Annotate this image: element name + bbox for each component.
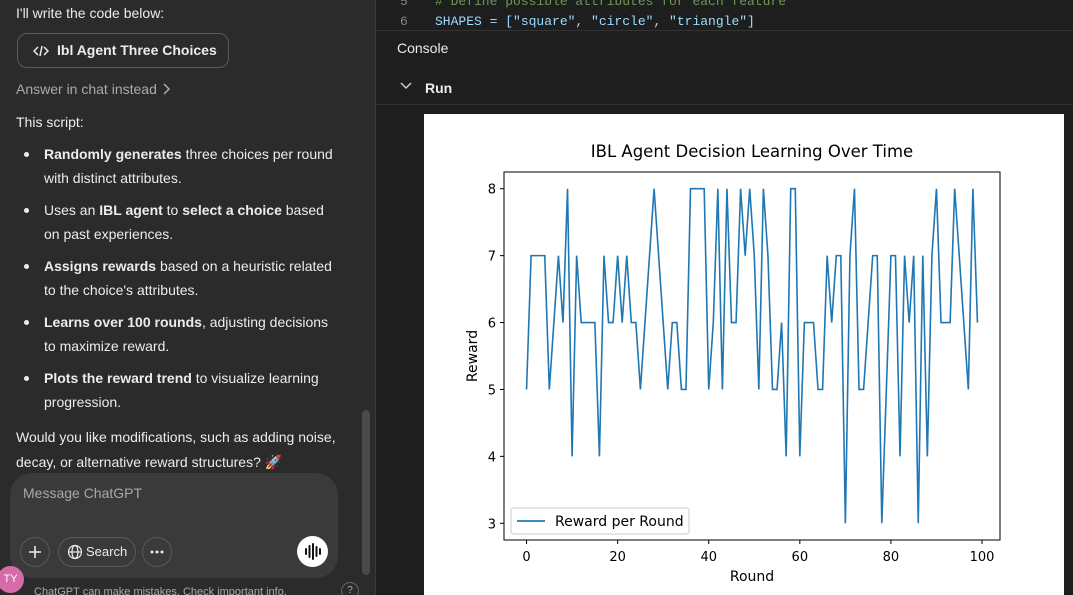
answer-link-text: Answer in chat instead xyxy=(16,81,157,97)
y-tick-label: 7 xyxy=(488,250,496,265)
bullet-text: Assigns rewards xyxy=(44,258,157,274)
question: Would you like modifications, such as ad… xyxy=(16,429,336,470)
avatar-initials: TY xyxy=(3,573,18,585)
y-axis-label: Reward xyxy=(465,330,481,382)
line-number: 6 xyxy=(400,14,408,29)
answer-link[interactable]: Answer in chat instead xyxy=(16,81,173,97)
canvas-button-label: Ibl Agent Three Choices xyxy=(57,42,217,58)
chart-title: IBL Agent Decision Learning Over Time xyxy=(591,142,913,161)
y-tick-label: 3 xyxy=(488,517,496,532)
voice-button[interactable] xyxy=(297,536,328,567)
code-line: SHAPES = ["square", "circle", "triangle"… xyxy=(435,14,755,29)
bullet-item: Learns over 100 rounds, adjusting decisi… xyxy=(16,310,336,358)
bullet-text: Uses an xyxy=(44,202,100,218)
disclaimer: ChatGPT can make mistakes. Check importa… xyxy=(34,586,287,595)
bullet-text: IBL agent xyxy=(99,202,163,218)
legend-label: Reward per Round xyxy=(555,514,684,530)
data-line xyxy=(525,187,979,524)
dots-icon xyxy=(150,550,164,554)
avatar[interactable]: TY xyxy=(0,566,24,593)
script-heading: This script: xyxy=(16,114,84,130)
bullet-text: select a choice xyxy=(182,202,282,218)
y-tick-label: 4 xyxy=(488,450,496,465)
y-tick-label: 5 xyxy=(488,383,496,398)
bullet-text: to xyxy=(162,202,183,218)
bullet-text: based on a heuristic related to the choi… xyxy=(44,258,332,298)
x-tick-label: 80 xyxy=(883,550,900,565)
help-label: ? xyxy=(347,585,353,595)
chat-panel: I'll write the code below: Ibl Agent Thr… xyxy=(0,0,375,595)
bullet-text: based on past experiences. xyxy=(44,202,324,242)
collapse-chevron xyxy=(400,82,412,90)
x-tick-label: 0 xyxy=(522,550,530,565)
bullet-item: Assigns rewards based on a heuristic rel… xyxy=(16,254,336,302)
plot-frame xyxy=(503,171,1001,541)
bullet-text: to visualize learning progression. xyxy=(44,370,319,410)
run-row[interactable]: Run xyxy=(376,68,1073,105)
bullet-item: Plots the reward trend to visualize lear… xyxy=(16,366,336,414)
x-axis-label: Round xyxy=(730,569,774,585)
search-label: Search xyxy=(86,544,128,559)
globe-icon xyxy=(67,544,83,560)
bullet-text: Plots the reward trend xyxy=(44,370,192,386)
console-tab[interactable]: Console xyxy=(397,40,449,56)
x-tick-label: 60 xyxy=(792,550,809,565)
add-button[interactable] xyxy=(20,537,50,567)
more-button[interactable] xyxy=(142,537,172,567)
voice-icon xyxy=(305,543,321,560)
help-button[interactable]: ? xyxy=(341,582,359,595)
run-label: Run xyxy=(425,80,453,96)
chevron xyxy=(163,83,170,95)
x-tick-label: 40 xyxy=(700,550,717,565)
y-tick-label: 8 xyxy=(488,183,496,198)
input-placeholder: Message ChatGPT xyxy=(23,485,143,501)
chart: IBL Agent Decision Learning Over Time Ro… xyxy=(424,114,1064,595)
code-editor: 5 # Define possible attributes for each f… xyxy=(376,0,1073,30)
bullet-text: Randomly generates xyxy=(44,146,182,162)
line-number: 5 xyxy=(400,0,408,9)
chat-intro: I'll write the code below: xyxy=(16,5,165,21)
x-tick-label: 100 xyxy=(970,550,995,565)
plus-icon xyxy=(29,546,41,558)
scrollbar xyxy=(362,410,370,575)
legend-box xyxy=(510,507,690,535)
x-tick-label: 20 xyxy=(609,550,626,565)
search-button[interactable]: Search xyxy=(58,537,136,567)
divider xyxy=(376,30,1073,31)
y-tick-label: 6 xyxy=(488,317,496,332)
bullet-item: Randomly generates three choices per rou… xyxy=(16,142,336,190)
bullet-text: three choices per round with distinct at… xyxy=(44,146,333,186)
bullet-text: Learns over 100 rounds xyxy=(44,314,202,330)
code-icon xyxy=(33,45,49,57)
bullet-list: Randomly generates three choices per rou… xyxy=(16,142,336,422)
bullet-text: , adjusting decisions to maximize reward… xyxy=(44,314,329,354)
canvas-button[interactable]: Ibl Agent Three Choices xyxy=(17,33,229,68)
code-line: # Define possible attributes for each fe… xyxy=(435,0,787,9)
bullet-item: Uses an IBL agent to select a choice bas… xyxy=(16,198,336,246)
message-input[interactable]: Message ChatGPT Search xyxy=(10,473,338,578)
